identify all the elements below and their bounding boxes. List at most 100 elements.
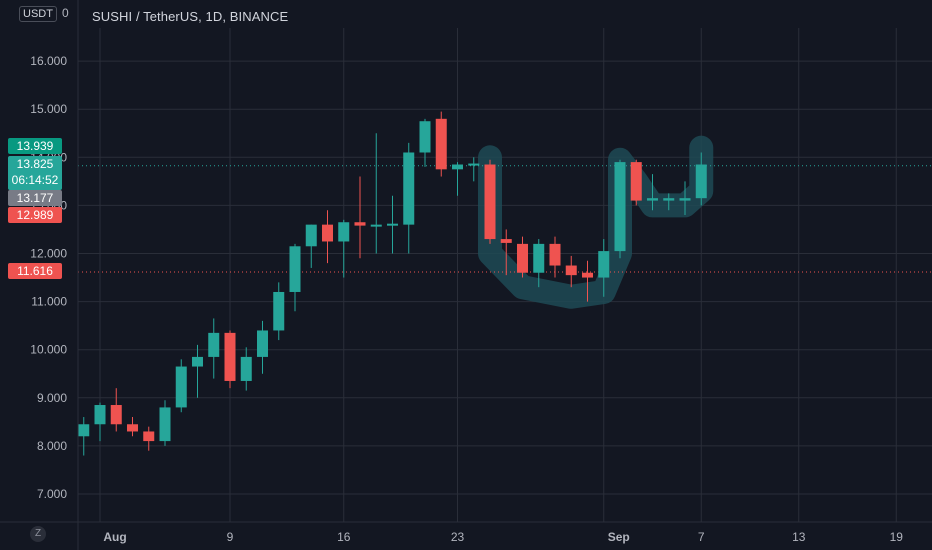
cup-highlight-stroke [478,135,714,309]
candle-body [419,121,431,153]
candle-body [208,332,220,357]
candle-body [289,246,301,292]
candle [257,320,268,374]
candle [663,193,675,211]
candle [679,181,691,216]
candle-body [159,407,171,442]
candle-body [240,356,252,381]
candle [370,133,382,254]
symbol-title: SUSHI / TetherUS, 1D, BINANCE [92,9,289,24]
time-tick-label: Sep [608,530,630,544]
price-tick-label: 7.000 [37,487,67,501]
candle [273,282,285,341]
candle [305,224,317,268]
candle [110,388,122,432]
price-tick-label: 16.000 [30,54,67,68]
candle [614,159,626,259]
candle-body [452,164,463,170]
candle [695,152,707,206]
candle-body [500,239,512,243]
bar-countdown: 06:14:52 [11,173,59,187]
price-tick-label-partial: 0 [62,6,69,20]
candle-body [403,152,415,225]
candle [419,118,431,167]
candle-body [484,164,496,240]
candle-body [549,243,561,266]
time-tick-label: 19 [890,530,904,544]
candle [289,243,301,312]
open-price-tag: 12.989 [8,207,62,223]
candle-body [387,223,398,226]
candle [192,344,203,398]
candle [143,426,155,451]
candle-body [533,243,545,273]
candle [338,219,350,278]
candle [94,402,106,442]
currency-badge[interactable]: USDT [19,6,57,22]
highlight-shape [478,135,714,309]
candles [78,111,707,456]
time-tick-label: 23 [451,530,465,544]
candle [647,174,658,211]
candle-body [582,272,593,278]
last-price-value: 13.825 [16,157,54,171]
candle-body [630,162,642,201]
candle-body [192,356,203,367]
candle-body [565,265,577,276]
price-axis[interactable]: 7.0008.0009.00010.00011.00012.00013.0001… [30,6,69,501]
candle [549,236,561,278]
candle-body [305,224,317,247]
candle-body [435,118,447,170]
candle-body [338,222,350,242]
candle [435,111,447,177]
candle-body [273,291,285,331]
candle [468,157,480,182]
candle-body [78,424,90,437]
candle [322,210,333,264]
candle [208,318,220,379]
marker-line-tag: 11.616 [8,263,62,279]
price-tick-label: 8.000 [37,439,67,453]
prev-close-tag: 13.177 [8,190,62,206]
candle-body [175,366,187,408]
candle-body [94,405,106,425]
candle [159,400,171,446]
last-price-tag: 13.825 06:14:52 [8,156,62,190]
candle [224,330,236,389]
candle [240,347,252,391]
candle [565,255,577,288]
candle [500,229,512,276]
candle-body [224,332,236,381]
candle-body [127,424,138,432]
time-tick-label: Aug [103,530,126,544]
time-tick-label: 9 [227,530,234,544]
candle-body [679,198,691,201]
candle [533,239,545,288]
candle [78,417,90,456]
candle-body [695,164,707,199]
candle [582,260,593,302]
candle-body [468,163,480,166]
zoom-reset-button[interactable]: Z [30,526,46,542]
time-tick-label: 7 [698,530,705,544]
price-tick-label: 10.000 [30,343,67,357]
candle [354,176,366,259]
candle-body [647,198,658,201]
candle [175,359,187,413]
candle [630,159,642,206]
time-tick-label: 13 [792,530,806,544]
candle-body [354,222,366,226]
candle [127,417,138,437]
candle-body [517,243,528,273]
candle-body [322,224,333,242]
candle [387,195,398,254]
time-tick-label: 16 [337,530,351,544]
candle-body [110,405,122,425]
candle-body [257,330,268,357]
price-tick-label: 12.000 [30,247,67,261]
price-tick-label: 9.000 [37,391,67,405]
candle [598,239,610,297]
